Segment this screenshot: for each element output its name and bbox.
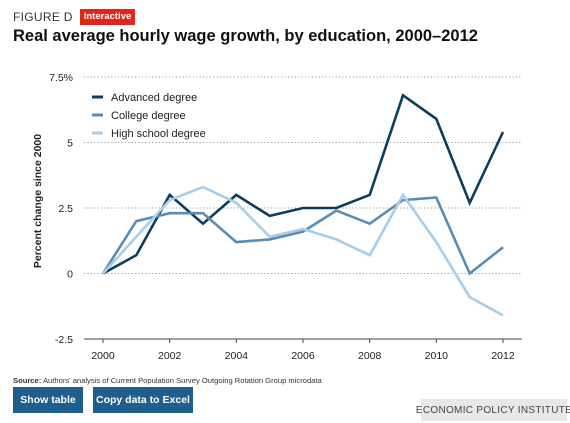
y-axis-label: Percent change since 2000 <box>32 134 44 268</box>
y-tick-label: 7.5% <box>49 72 73 84</box>
source-text: Authors' analysis of Current Population … <box>41 376 322 385</box>
chart-title: Real average hourly wage growth, by educ… <box>13 27 478 45</box>
figure-label: FIGURE D <box>13 10 73 24</box>
series-line-high-school-degree <box>102 185 504 317</box>
x-tick-label: 2004 <box>225 350 249 362</box>
line-chart: Percent change since 2000 7.5% 5 2.5 0 -2.5 2… <box>32 72 522 362</box>
x-tick-label: 2008 <box>358 350 382 362</box>
legend-label-advanced-degree: Advanced degree <box>111 92 197 104</box>
copy-to-excel-button[interactable]: Copy data to Excel <box>93 387 193 413</box>
figure-header: FIGURE D Interactive <box>13 9 136 25</box>
source-note: Source: Authors' analysis of Current Pop… <box>13 376 322 385</box>
legend-label-high-school-degree: High school degree <box>111 128 206 140</box>
x-tick-label: 2002 <box>158 350 182 362</box>
organization-name: ECONOMIC POLICY INSTITUTE <box>416 399 570 421</box>
x-tick-label: 2006 <box>291 350 315 362</box>
y-tick-label: -2.5 <box>55 334 73 346</box>
y-tick-label: 5 <box>67 138 73 150</box>
x-tick-label: 2000 <box>91 350 115 362</box>
y-tick-label: 2.5 <box>58 203 73 215</box>
series-line-college-degree <box>101 196 504 276</box>
source-label: Source: <box>13 376 42 385</box>
interactive-badge: Interactive <box>79 9 136 25</box>
x-tick-label: 2010 <box>425 350 449 362</box>
x-tick-label: 2012 <box>491 350 515 362</box>
legend-label-college-degree: College degree <box>111 110 186 122</box>
y-tick-label: 0 <box>67 269 73 281</box>
show-table-button[interactable]: Show table <box>13 387 83 413</box>
series-line-advanced-degree <box>102 93 505 275</box>
